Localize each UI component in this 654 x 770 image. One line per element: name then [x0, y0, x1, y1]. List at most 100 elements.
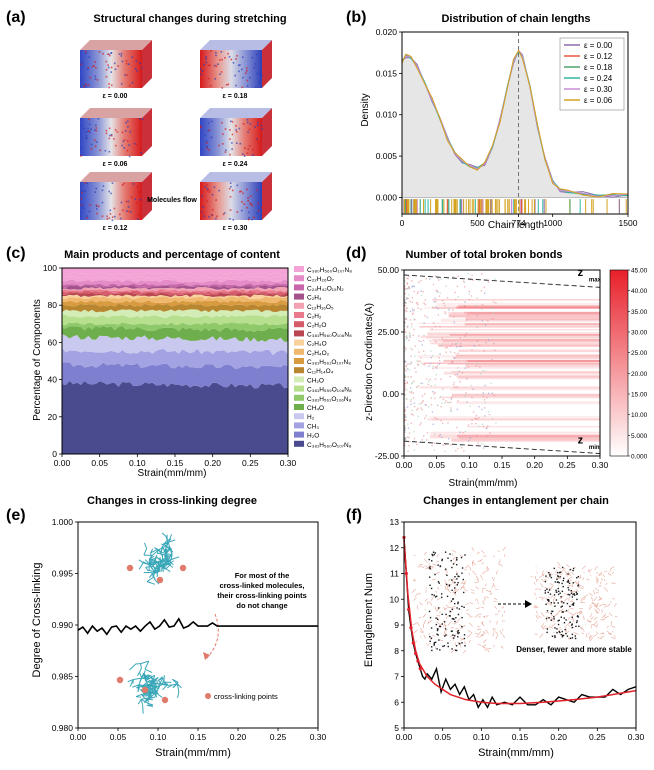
- panel-c-xtick-label: 0.20: [204, 458, 221, 468]
- entanglement-dot: [561, 605, 563, 607]
- heatmap-noise: [412, 397, 415, 399]
- network-strand: [469, 602, 473, 605]
- heatmap-noise: [434, 384, 436, 386]
- molecule-bond: [150, 688, 156, 696]
- network-strand: [594, 565, 598, 571]
- network-strand: [447, 589, 452, 594]
- zmax-symbol: z: [578, 267, 584, 279]
- legend-swatch: [294, 358, 304, 364]
- network-strand: [550, 618, 552, 621]
- heatmap-noise: [438, 435, 440, 437]
- snapshot-particle: [124, 74, 127, 76]
- network-strand: [412, 623, 417, 626]
- snapshot-particle: [235, 142, 238, 144]
- entanglement-dot: [569, 594, 571, 596]
- snapshot-particle: [128, 155, 131, 158]
- heatmap-noise: [404, 328, 406, 331]
- panel-e-ytick-label: 0.995: [52, 569, 74, 579]
- network-strand: [581, 632, 585, 634]
- snapshot-particle: [205, 61, 208, 64]
- heatmap-noise: [450, 444, 452, 446]
- zmin-subscript: min: [589, 445, 600, 451]
- network-strand: [548, 572, 552, 575]
- snapshot-particle: [122, 140, 125, 143]
- heatmap-band: [465, 317, 600, 321]
- snapshot-particle: [208, 188, 210, 191]
- snapshot-particle: [127, 63, 130, 65]
- heatmap-noise: [470, 384, 473, 387]
- network-strand: [579, 574, 582, 579]
- snapshot-particle: [205, 56, 207, 58]
- heatmap-noise: [468, 290, 471, 293]
- heatmap-noise: [427, 383, 430, 386]
- network-strand: [471, 547, 475, 552]
- entanglement-dot: [571, 623, 573, 625]
- heatmap-noise: [432, 322, 435, 324]
- network-strand: [485, 583, 487, 587]
- panel-f-title: Changes in entanglement per chain: [423, 495, 609, 507]
- network-strand: [481, 550, 484, 554]
- entanglement-dot: [558, 571, 561, 574]
- entanglement-dot: [566, 635, 569, 637]
- molecule-bond: [158, 549, 163, 557]
- heatmap-noise: [487, 320, 489, 322]
- heatmap-noise: [442, 398, 445, 401]
- network-strand: [613, 603, 617, 608]
- heatmap-noise: [420, 407, 422, 409]
- heatmap-noise: [404, 346, 406, 349]
- molecule-bond: [148, 691, 156, 696]
- snapshot-particle: [248, 218, 250, 221]
- entanglement-dot: [570, 589, 573, 592]
- snapshot-particle: [81, 205, 84, 207]
- snapshot-particle: [245, 67, 248, 69]
- network-strand: [560, 573, 563, 575]
- network-strand: [581, 597, 586, 599]
- legend-swatch: [294, 348, 304, 355]
- heatmap-noise: [440, 344, 443, 346]
- snapshot-particle: [85, 135, 88, 137]
- molecule-bond: [167, 684, 173, 689]
- entanglement-dot: [451, 589, 453, 592]
- network-strand: [590, 623, 595, 626]
- snapshot-particle: [85, 136, 88, 139]
- snapshot-particle: [229, 209, 232, 211]
- panel-d-ytick-label: 0.00: [382, 389, 399, 399]
- snapshot-particle: [236, 184, 239, 187]
- heatmap-noise: [440, 406, 442, 408]
- colorbar-tick-label: 20.00: [631, 371, 648, 378]
- snapshot-particle: [85, 137, 88, 140]
- entanglement-dot: [429, 584, 431, 587]
- heatmap-noise: [411, 296, 413, 299]
- heatmap-noise: [491, 392, 494, 394]
- snapshot-particle: [127, 125, 129, 128]
- heatmap-noise: [404, 438, 406, 441]
- heatmap-noise: [447, 422, 449, 424]
- heatmap-noise: [411, 308, 414, 310]
- network-strand: [548, 587, 551, 590]
- snapshot-particle: [124, 130, 127, 132]
- heatmap-noise: [457, 447, 459, 450]
- legend-label: CH₂O: [307, 377, 324, 384]
- heatmap-noise: [404, 445, 406, 447]
- entanglement-dot: [548, 571, 550, 574]
- heatmap-noise: [410, 347, 412, 349]
- panel-c-frame: [61, 267, 289, 455]
- molecule-bond: [162, 539, 168, 546]
- crosslink-legend-label: cross-linking points: [214, 692, 278, 701]
- legend-swatch: [294, 293, 304, 300]
- entanglement-dot: [560, 616, 562, 618]
- heatmap-noise: [404, 280, 406, 282]
- panel-d-xtick-label: 0.25: [559, 460, 576, 470]
- heatmap-noise: [433, 433, 436, 435]
- heatmap-noise: [422, 339, 425, 342]
- heatmap-noise: [433, 301, 435, 303]
- heatmap-noise: [484, 384, 486, 387]
- snapshot-particle: [246, 85, 249, 87]
- entanglement-dot: [575, 625, 577, 628]
- entanglement-dot: [439, 649, 441, 651]
- molecule-bond: [143, 562, 151, 566]
- heatmap-noise: [437, 314, 440, 316]
- entanglement-dot: [451, 648, 453, 650]
- molecule-bond: [152, 677, 157, 686]
- entanglement-dot: [558, 630, 560, 633]
